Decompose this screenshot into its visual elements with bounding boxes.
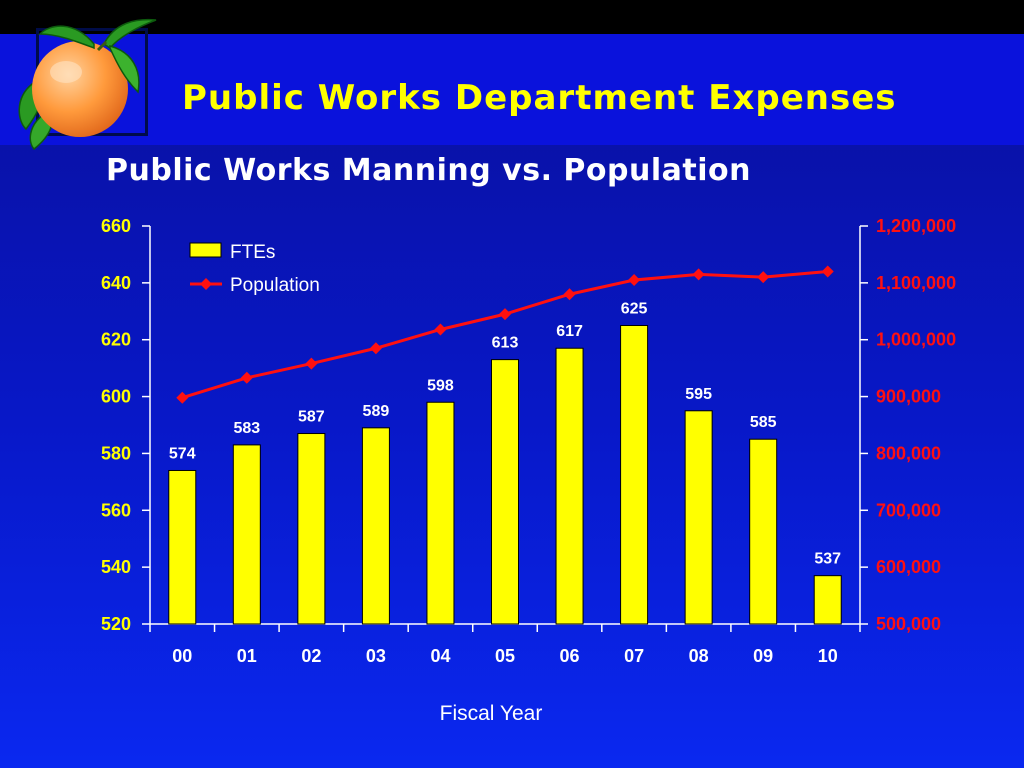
left-tick-label: 660: [101, 216, 131, 236]
x-tick-label: 02: [301, 646, 321, 666]
bar-series-ftes: [168, 325, 842, 625]
bar-value-label: 625: [621, 301, 648, 318]
population-marker: [563, 288, 576, 301]
left-tick-label: 540: [101, 557, 131, 577]
bar-value-label: 595: [685, 386, 712, 403]
population-marker: [305, 357, 318, 370]
line-series-population: [176, 265, 834, 404]
left-tick-label: 620: [101, 330, 131, 350]
population-marker: [240, 371, 253, 384]
population-marker: [628, 274, 641, 287]
x-tick-label: 10: [818, 646, 838, 666]
legend-marker-population: [200, 278, 212, 290]
x-tick-label: 00: [172, 646, 192, 666]
population-marker: [757, 271, 770, 284]
left-tick-label: 580: [101, 443, 131, 463]
x-tick-label: 03: [366, 646, 386, 666]
population-marker: [499, 308, 511, 321]
bar-fte: [426, 401, 455, 625]
bar-value-label: 574: [169, 445, 196, 462]
legend: FTEs Population: [189, 242, 320, 296]
legend-label-ftes: FTEs: [230, 242, 275, 263]
left-tick-label: 520: [101, 614, 131, 634]
x-tick-label: 04: [430, 646, 450, 666]
right-tick-label: 1,200,000: [876, 216, 956, 236]
chart-title: Public Works Manning vs. Population: [106, 153, 751, 188]
x-tick-label: 08: [689, 646, 709, 666]
legend-swatch-ftes: [189, 242, 222, 258]
right-tick-label: 600,000: [876, 557, 941, 577]
right-tick-label: 500,000: [876, 614, 941, 634]
right-tick-label: 700,000: [876, 500, 941, 520]
bar-value-label: 613: [492, 335, 519, 352]
bar-value-label: 537: [814, 551, 841, 568]
right-tick-label: 1,000,000: [876, 330, 956, 350]
x-axis-title: Fiscal Year: [440, 702, 543, 725]
bar-fte: [749, 438, 778, 625]
population-marker: [176, 391, 189, 404]
bar-fte: [555, 347, 584, 625]
bar-fte: [297, 433, 326, 625]
bar-value-label: 583: [233, 420, 260, 437]
bar-fte: [491, 359, 519, 625]
bar-fte: [813, 575, 842, 625]
legend-label-population: Population: [230, 275, 320, 296]
right-tick-label: 1,100,000: [876, 273, 956, 293]
left-tick-label: 600: [101, 387, 131, 407]
right-tick-label: 800,000: [876, 443, 941, 463]
bar-fte: [620, 325, 649, 625]
left-tick-label: 560: [101, 500, 131, 520]
x-tick-label: 05: [495, 646, 515, 666]
bar-fte: [232, 444, 261, 625]
bar-data-labels: 574 583 587 589 598 613 617 625 595 585 537: [169, 301, 841, 568]
x-tick-label: 07: [624, 646, 644, 666]
left-tick-label: 640: [101, 273, 131, 293]
slide-title: Public Works Department Expenses: [182, 78, 897, 118]
bar-fte: [168, 469, 197, 625]
orange-fruit-icon: [18, 18, 157, 151]
x-tick-label: 06: [560, 646, 580, 666]
right-tick-label: 900,000: [876, 387, 941, 407]
bar-fte: [361, 427, 390, 625]
header-band: [0, 34, 1024, 145]
x-tick-label: 01: [237, 646, 257, 666]
bar-value-label: 587: [298, 409, 325, 426]
population-marker: [434, 323, 447, 336]
x-tick-label: 09: [753, 646, 773, 666]
bar-value-label: 589: [363, 403, 390, 420]
population-marker: [369, 342, 382, 355]
population-marker: [821, 265, 834, 278]
bar-value-label: 585: [750, 414, 777, 431]
population-marker: [692, 268, 705, 281]
bar-fte: [684, 410, 713, 625]
bar-value-label: 598: [427, 377, 454, 394]
bar-value-label: 617: [556, 323, 583, 340]
top-strip: [0, 0, 1024, 34]
